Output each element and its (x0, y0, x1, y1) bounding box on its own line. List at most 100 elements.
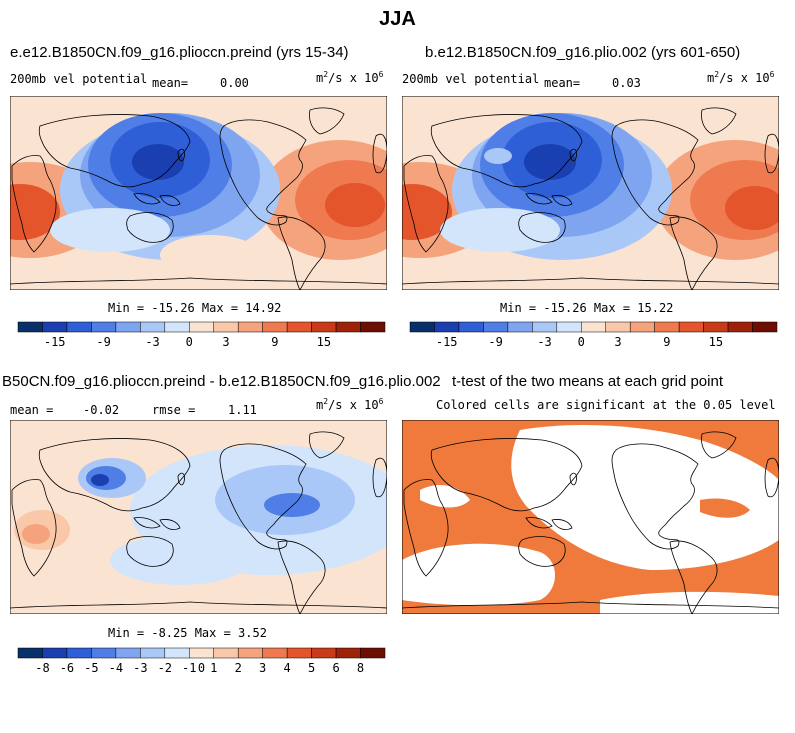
colorbar2-swatch (654, 321, 680, 333)
colorbar2-swatch (556, 321, 582, 333)
colorbar2-swatch (605, 321, 631, 333)
colorbar3-swatch (213, 647, 239, 659)
colorbar1-swatch (66, 321, 92, 333)
colorbar3-swatch (66, 647, 92, 659)
colorbar2-swatch (458, 321, 484, 333)
colorbar1-swatch (360, 321, 386, 333)
figure-title: JJA (379, 8, 416, 30)
colorbar1-tick-label: 15 (317, 335, 331, 349)
colorbar2-swatch (629, 321, 655, 333)
colorbar2-tick-label: 0 (578, 335, 585, 349)
colorbar2-tick-label: 9 (663, 335, 670, 349)
colorbar2-swatch (752, 321, 778, 333)
colorbar2-swatch (703, 321, 729, 333)
colorbar1-swatch (286, 321, 312, 333)
colorbar1-swatch (262, 321, 288, 333)
colorbar2-swatch (727, 321, 753, 333)
panel3-units: m2/s x 106 (316, 397, 384, 412)
colorbar3-swatch (335, 647, 361, 659)
colorbar1-swatch (237, 321, 263, 333)
colorbar3-swatch (42, 647, 68, 659)
colorbar2-swatch (434, 321, 460, 333)
colorbar1-swatch (311, 321, 337, 333)
panel1-title: e.e12.B1850CN.f09_g16.pliocсn.preind (yr… (10, 44, 349, 61)
panel2-stats: Min = -15.26 Max = 15.22 (500, 301, 674, 315)
panel3-mean-label: mean = (10, 403, 54, 417)
colorbar2-tick-label: -9 (488, 335, 502, 349)
panel1-mean-value: 0.00 (220, 76, 249, 90)
colorbar1-tick-label: 9 (271, 335, 278, 349)
colorbar1-tick-label: -9 (96, 335, 110, 349)
colorbar2-swatch (409, 321, 435, 333)
colorbar2-tick-label: -3 (537, 335, 551, 349)
colorbar3-tick-label: -3 (133, 661, 147, 675)
colorbar1-tick-label: -15 (44, 335, 66, 349)
colorbar3-swatch (237, 647, 263, 659)
panel2-mean-label: mean= (544, 76, 581, 90)
colorbar3-tick-label: 2 (235, 661, 242, 675)
colorbar1-swatch (91, 321, 117, 333)
colorbar3-swatch (164, 647, 190, 659)
panel3-mean-value: -0.02 (83, 403, 120, 417)
colorbar1-tick-label: 3 (222, 335, 229, 349)
colorbar2-swatch (581, 321, 606, 333)
colorbar2-tick-label: -15 (436, 335, 458, 349)
panel4-title: t-test of the two means at each grid poi… (452, 373, 723, 390)
colorbar3-swatch (140, 647, 166, 659)
colorbar-panel3: -8 -6 -5 -4 -3 -2 -1 0 1 2 3 4 5 6 8 (17, 647, 386, 675)
colorbar-panel1: -15 -9 -3 0 3 9 15 (17, 321, 386, 349)
colorbar3-tick-label: 5 (308, 661, 315, 675)
colorbar3-tick-label: -1 (182, 661, 196, 675)
panel3-title: B50CN.f09_g16.pliocсn.preind - b.e12.B18… (2, 373, 441, 390)
panel1-mean-label: mean= (152, 76, 189, 90)
colorbar3-tick-label: 1 (210, 661, 217, 675)
colorbar1-swatch (140, 321, 166, 333)
colorbar1-swatch (115, 321, 141, 333)
colorbar1-swatch (189, 321, 214, 333)
colorbar1-swatch (42, 321, 68, 333)
panel3-stats: Min = -8.25 Max = 3.52 (108, 626, 267, 640)
colorbar3-swatch (115, 647, 141, 659)
colorbar3-swatch (17, 647, 43, 659)
colorbar3-tick-label: 6 (332, 661, 339, 675)
panel3-map (10, 420, 387, 614)
colorbar2-swatch (678, 321, 704, 333)
panel4-subtitle: Colored cells are significant at the 0.0… (436, 398, 776, 412)
colorbar1-swatch (213, 321, 239, 333)
panel2-units: m2/s x 106 (707, 70, 775, 85)
colorbar3-tick-label: -2 (158, 661, 172, 675)
colorbar3-tick-label: -6 (60, 661, 74, 675)
colorbar3-swatch (286, 647, 312, 659)
colorbar3-tick-label: 0 (198, 661, 205, 675)
panel1-units: m2/s x 106 (316, 70, 384, 85)
colorbar-panel2: -15 -9 -3 0 3 9 15 (409, 321, 778, 349)
panel3-rmse-value: 1.11 (228, 403, 257, 417)
colorbar2-tick-label: 3 (614, 335, 621, 349)
colorbar2-swatch (507, 321, 533, 333)
panel1-stats: Min = -15.26 Max = 14.92 (108, 301, 282, 315)
panel4-map (402, 420, 779, 614)
colorbar3-tick-label: -4 (109, 661, 123, 675)
panel2-title: b.e12.B1850CN.f09_g16.plio.002 (yrs 601-… (425, 44, 741, 61)
colorbar1-tick-label: -3 (145, 335, 159, 349)
colorbar1-swatch (17, 321, 43, 333)
colorbar3-tick-label: 8 (357, 661, 364, 675)
colorbar3-tick-label: 3 (259, 661, 266, 675)
panel2-variable: 200mb vel potential (402, 72, 540, 86)
colorbar3-swatch (262, 647, 288, 659)
panel1-map (10, 96, 387, 290)
colorbar3-tick-label: -5 (84, 661, 98, 675)
panel2-mean-value: 0.03 (612, 76, 641, 90)
panel3-rmse-label: rmse = (152, 403, 196, 417)
colorbar1-swatch (164, 321, 190, 333)
colorbar2-tick-label: 15 (709, 335, 723, 349)
colorbar3-tick-label: -8 (35, 661, 49, 675)
colorbar1-swatch (335, 321, 361, 333)
colorbar3-swatch (311, 647, 337, 659)
colorbar2-swatch (532, 321, 558, 333)
colorbar3-tick-label: 4 (284, 661, 291, 675)
colorbar3-swatch (189, 647, 214, 659)
colorbar3-swatch (360, 647, 386, 659)
panel2-map (402, 96, 779, 290)
